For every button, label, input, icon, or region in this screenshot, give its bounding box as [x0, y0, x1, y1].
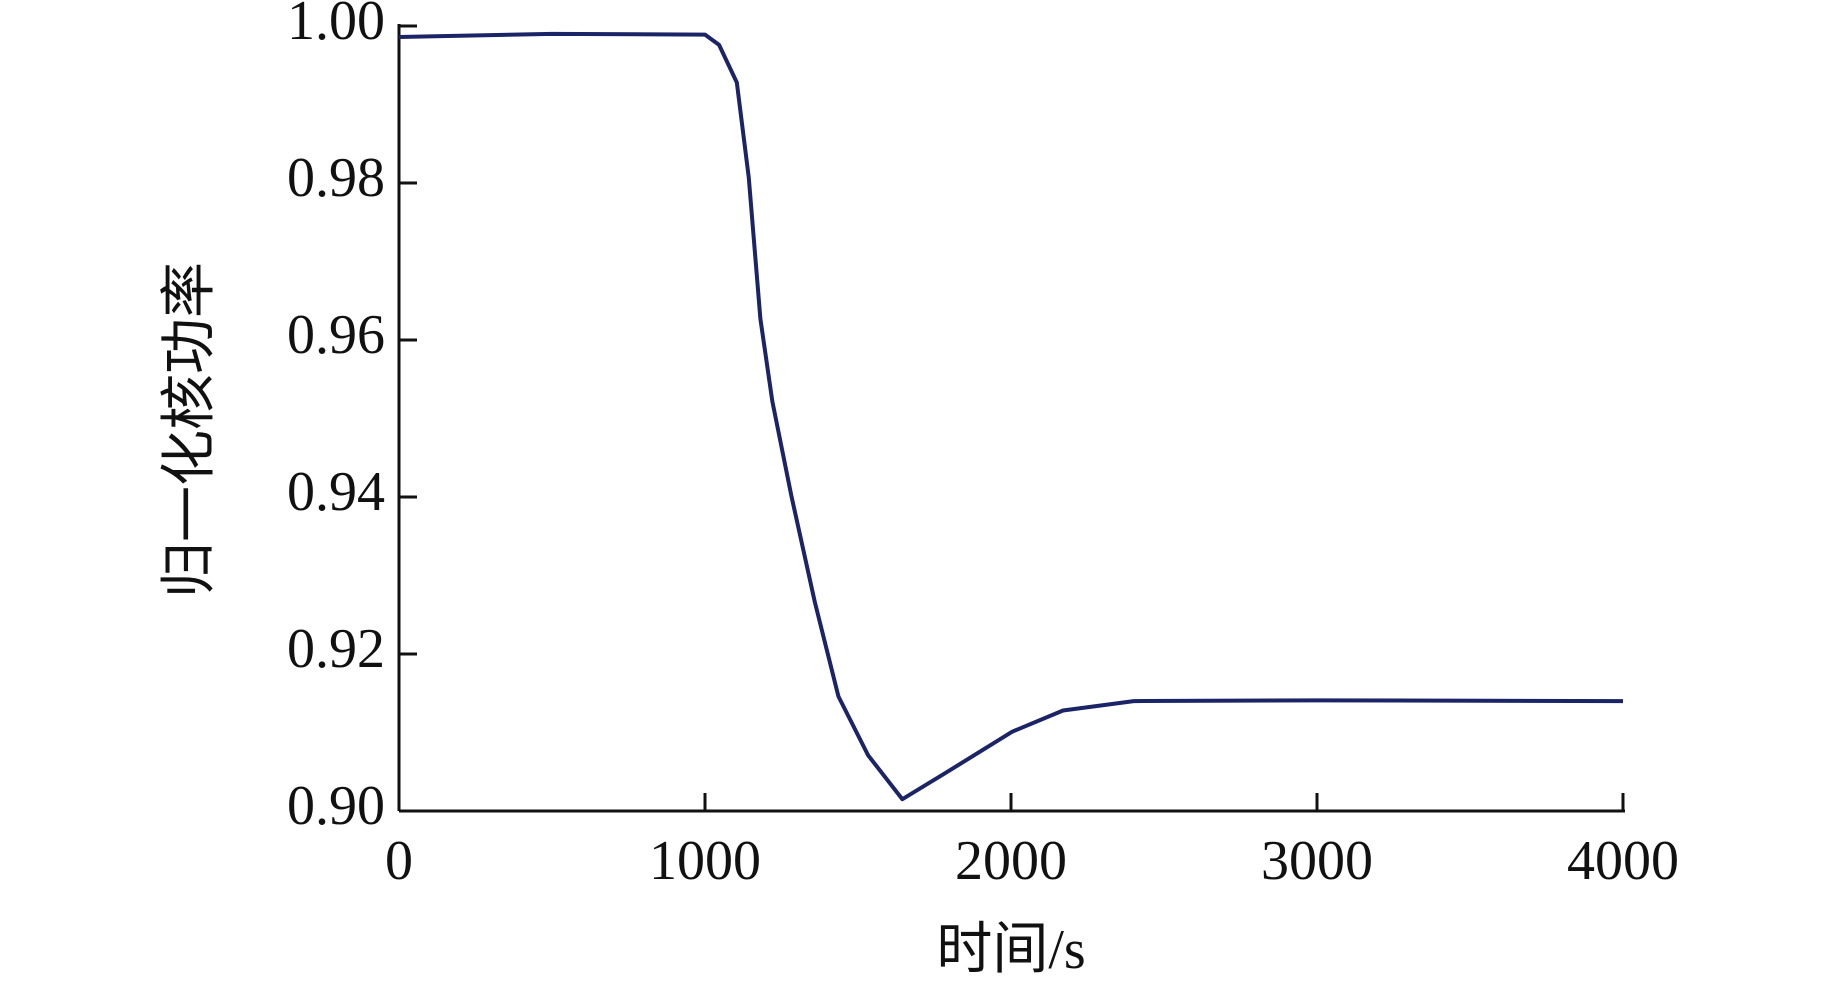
y-tick-label: 1.00: [287, 0, 385, 52]
y-tick-label: 0.90: [287, 775, 385, 837]
y-axis-label: 归一化核功率: [159, 262, 221, 598]
y-tick-label: 0.92: [287, 618, 385, 680]
x-axis-label: 时间/s: [936, 919, 1085, 981]
x-tick-label: 3000: [1261, 830, 1373, 892]
line-series: [398, 31, 1624, 802]
y-tick-label: 0.98: [287, 147, 385, 209]
x-tick-label: 4000: [1567, 830, 1679, 892]
x-tick-label: 2000: [955, 830, 1067, 892]
y-tick-label: 0.94: [287, 461, 385, 523]
x-tick-label: 1000: [649, 830, 761, 892]
y-tick-label: 0.96: [287, 304, 385, 366]
x-tick-label: 0: [385, 830, 413, 892]
